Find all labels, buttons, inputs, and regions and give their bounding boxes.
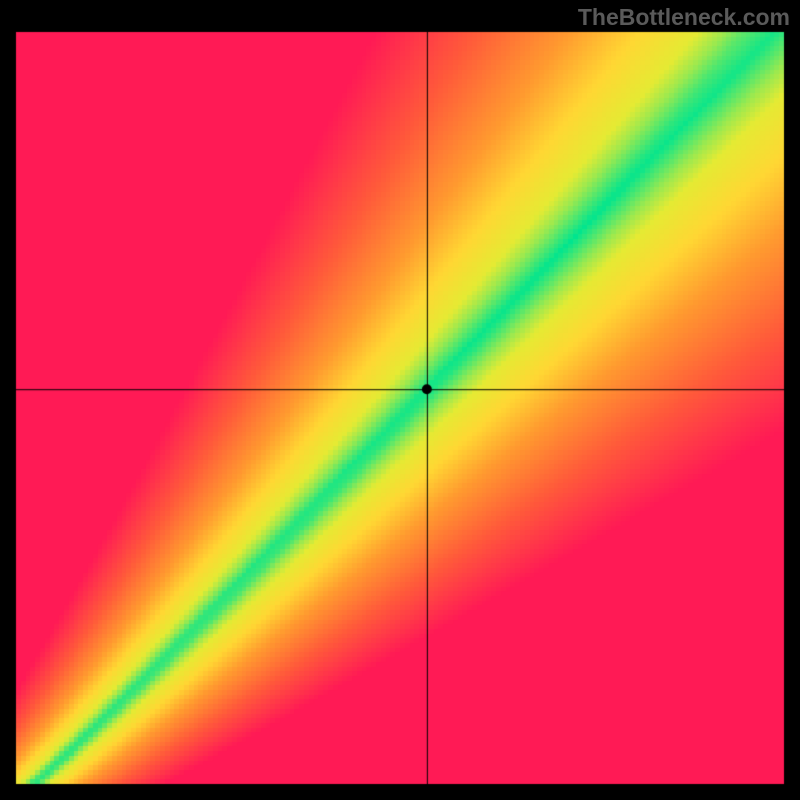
chart-container: { "watermark": { "text": "TheBottleneck.… xyxy=(0,0,800,800)
watermark-text: TheBottleneck.com xyxy=(578,4,790,31)
bottleneck-heatmap xyxy=(0,0,800,800)
